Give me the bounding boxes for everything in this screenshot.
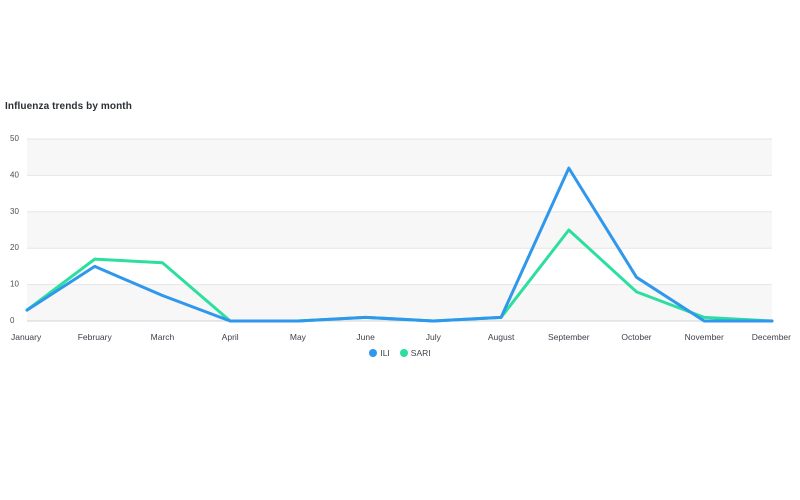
- x-tick-label: February: [78, 332, 113, 342]
- plot-band: [27, 211, 772, 249]
- legend-label: SARI: [410, 348, 431, 358]
- y-tick-label: 50: [10, 134, 19, 143]
- legend: ILI SARI: [0, 348, 800, 358]
- plot-band: [27, 139, 772, 176]
- series-line-ili[interactable]: [25, 166, 774, 323]
- y-axis-ticks: 0 10 20 30 40 50: [10, 134, 19, 325]
- chart-title: Influenza trends by month: [5, 101, 132, 112]
- y-tick-label: 40: [10, 170, 19, 179]
- x-tick-label: November: [685, 332, 724, 342]
- legend-item-sari[interactable]: SARI: [399, 348, 431, 358]
- x-tick-label: January: [11, 332, 42, 342]
- x-tick-label: July: [426, 332, 442, 342]
- x-tick-label: June: [356, 332, 375, 342]
- y-tick-label: 30: [10, 207, 19, 216]
- plot-band: [27, 284, 772, 321]
- x-tick-label: April: [222, 332, 239, 342]
- x-tick-label: December: [752, 332, 791, 342]
- y-tick-label: 10: [10, 280, 19, 289]
- y-tick-label: 20: [10, 243, 19, 252]
- x-tick-label: October: [621, 332, 651, 342]
- x-tick-label: August: [488, 332, 515, 342]
- x-tick-label: September: [548, 332, 590, 342]
- legend-item-ili[interactable]: ILI: [369, 348, 390, 358]
- series-lines: [25, 166, 774, 323]
- legend-swatch: [369, 349, 378, 357]
- x-axis-ticks: January February March April May June July Augu…: [11, 332, 791, 342]
- x-tick-label: May: [290, 332, 307, 342]
- x-tick-label: March: [151, 332, 175, 342]
- plot-bands: [27, 139, 772, 321]
- legend-label: ILI: [380, 348, 390, 358]
- legend-swatch: [399, 349, 408, 357]
- y-tick-label: 0: [10, 316, 15, 325]
